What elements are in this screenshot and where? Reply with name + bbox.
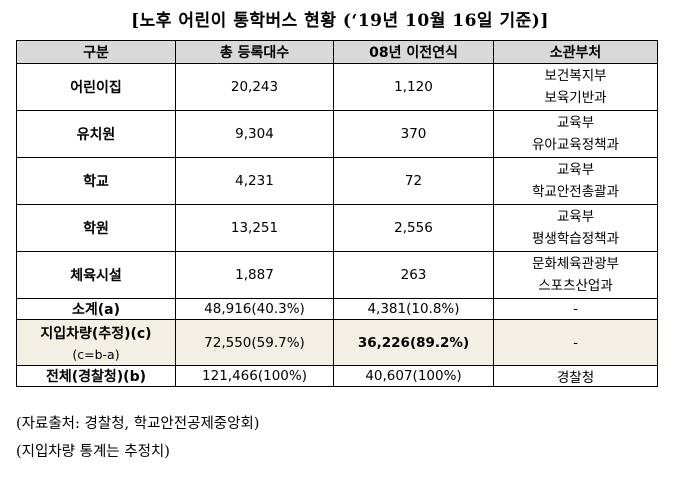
table-row: 학교 4,231 72 교육부 학교안전총괄과 <box>16 157 658 205</box>
cell-old: 36,226(89.2%) <box>333 319 494 366</box>
cell-total: 13,251 <box>175 204 334 252</box>
table-row: 학원 13,251 2,556 교육부 평생학습정책과 <box>16 204 658 252</box>
cell-dept: - <box>493 298 658 320</box>
cell-dept: 경찰청 <box>493 365 658 387</box>
cell-dept: - <box>493 319 658 366</box>
dept-ministry: 보건복지부 <box>544 68 607 84</box>
cell-dept: 보건복지부 보육기반과 <box>493 63 658 111</box>
row-label: 학교 <box>16 157 176 205</box>
cell-dept: 문화체육관광부 스포츠산업과 <box>493 251 658 299</box>
cell-old: 2,556 <box>333 204 494 252</box>
dept-division: 유아교육정책과 <box>532 137 619 153</box>
row-label: 어린이집 <box>16 63 176 111</box>
cell-dept: 교육부 평생학습정책과 <box>493 204 658 252</box>
cell-total: 9,304 <box>175 110 334 158</box>
header-dept: 소관부처 <box>493 40 658 64</box>
row-label: 학원 <box>16 204 176 252</box>
row-label: 소계(a) <box>16 298 176 320</box>
dept-ministry: 교육부 <box>556 209 595 225</box>
row-label: 전체(경찰청)(b) <box>16 365 176 387</box>
source-note: (자료출처: 경찰청, 학교안전공제중앙회) <box>16 416 260 432</box>
cell-dept: 교육부 학교안전총괄과 <box>493 157 658 205</box>
dept-division: 학교안전총괄과 <box>532 184 619 200</box>
cell-old: 4,381(10.8%) <box>333 298 494 320</box>
overall-row: 전체(경찰청)(b) 121,466(100%) 40,607(100%) 경찰… <box>16 365 658 387</box>
table-row: 어린이집 20,243 1,120 보건복지부 보육기반과 <box>16 63 658 111</box>
table-header-row: 구분 총 등록대수 08년 이전연식 소관부처 <box>16 40 658 64</box>
header-category: 구분 <box>16 40 176 64</box>
dept-ministry: 문화체육관광부 <box>532 256 619 272</box>
dept-division: 스포츠산업과 <box>538 278 613 294</box>
header-total: 총 등록대수 <box>175 40 334 64</box>
cell-total: 48,916(40.3%) <box>175 298 334 320</box>
row-label: 체육시설 <box>16 251 176 299</box>
cell-old: 72 <box>333 157 494 205</box>
table-row: 체육시설 1,887 263 문화체육관광부 스포츠산업과 <box>16 251 658 299</box>
cell-old: 370 <box>333 110 494 158</box>
dept-ministry: 교육부 <box>556 162 595 178</box>
table-row: 유치원 9,304 370 교육부 유아교육정책과 <box>16 110 658 158</box>
page-title: [노후 어린이 통학버스 현황 (‘19년 10월 16일 기준)] <box>131 11 549 31</box>
dept-division: 보육기반과 <box>544 90 607 106</box>
subtotal-row: 소계(a) 48,916(40.3%) 4,381(10.8%) - <box>16 298 658 320</box>
header-old: 08년 이전연식 <box>333 40 494 64</box>
cell-old: 263 <box>333 251 494 299</box>
estimate-note: (지입차량 통계는 추정치) <box>16 444 170 460</box>
row-label-main: 지입차량(추정)(c) <box>40 326 152 342</box>
cell-total: 72,550(59.7%) <box>175 319 334 366</box>
dept-division: 평생학습정책과 <box>532 231 619 247</box>
row-label: 유치원 <box>16 110 176 158</box>
cell-total: 121,466(100%) <box>175 365 334 387</box>
cell-dept: 교육부 유아교육정책과 <box>493 110 658 158</box>
cell-old: 40,607(100%) <box>333 365 494 387</box>
cell-total: 20,243 <box>175 63 334 111</box>
bus-status-table: 구분 총 등록대수 08년 이전연식 소관부처 어린이집 20,243 1,12… <box>16 40 658 387</box>
row-label-formula: (c=b-a) <box>72 347 120 362</box>
local-vehicle-row: 지입차량(추정)(c) (c=b-a) 72,550(59.7%) 36,226… <box>16 319 658 366</box>
cell-total: 1,887 <box>175 251 334 299</box>
cell-old: 1,120 <box>333 63 494 111</box>
cell-total: 4,231 <box>175 157 334 205</box>
dept-ministry: 교육부 <box>556 115 595 131</box>
row-label: 지입차량(추정)(c) (c=b-a) <box>16 319 176 366</box>
